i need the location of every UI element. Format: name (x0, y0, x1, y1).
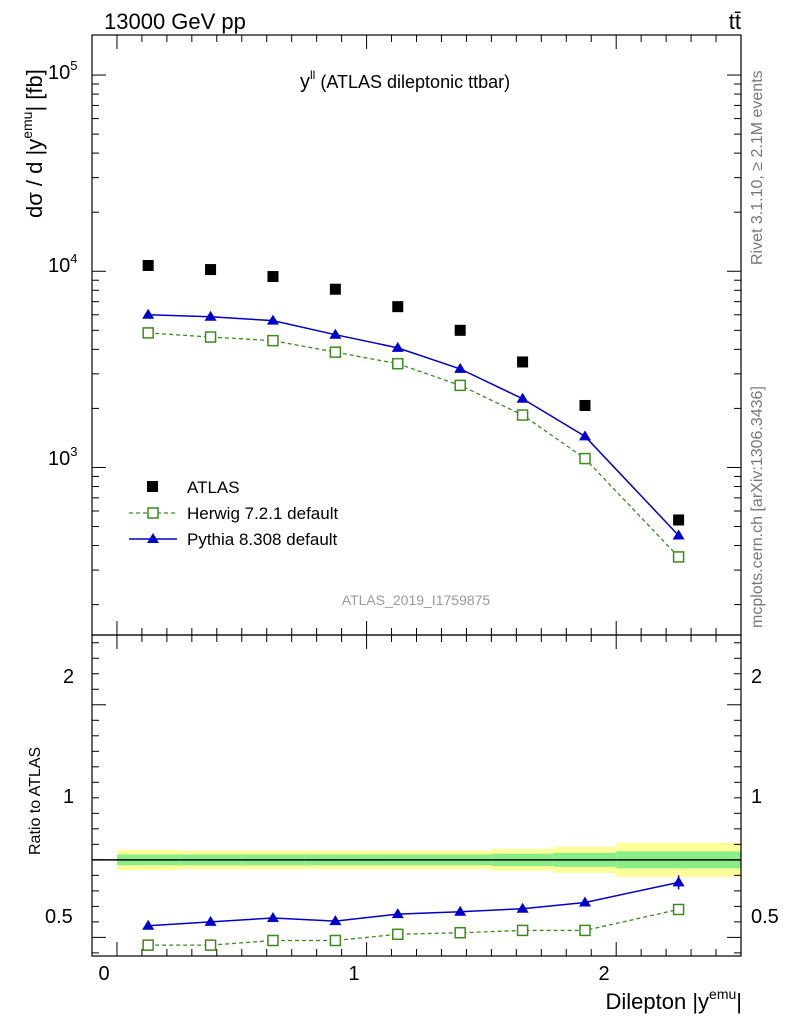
atlas-point (329, 283, 341, 295)
axis-ticks (92, 35, 742, 956)
herwig-ratio-point (454, 926, 466, 939)
title-sup: ll (310, 68, 315, 82)
x-axis-label: Dilepton |yemu| (606, 986, 743, 1014)
ylabel-sup: emu (19, 112, 35, 139)
herwig-ratio-point (516, 924, 529, 937)
atlas-point (142, 259, 154, 271)
atlas-point (392, 301, 404, 313)
pythia-ratio-point (329, 915, 342, 926)
pythia-point (204, 310, 217, 321)
herwig-ratio-point (204, 939, 217, 951)
pythia-ratio-point (578, 896, 591, 907)
ratio-y-axis-label: Ratio to ATLAS (27, 747, 44, 855)
process-label: tt̄ (729, 9, 741, 34)
y-tick-label-1e5: 105 (48, 58, 77, 84)
pythia-point (391, 341, 404, 352)
legend-label-pythia: Pythia 8.308 default (187, 530, 338, 549)
pythia-point (454, 362, 467, 373)
legend-marker-pythia (147, 533, 159, 543)
ratio-tick-left-05: 0.5 (45, 906, 73, 928)
herwig-point (267, 334, 279, 347)
atlas-point (673, 514, 685, 526)
herwig-point (579, 452, 591, 465)
analysis-id-label: ATLAS_2019_I1759875 (342, 592, 491, 608)
pythia-point (329, 328, 342, 339)
herwig-point (672, 551, 685, 563)
atlas-point (579, 399, 591, 411)
x-tick-label-0: 0 (98, 963, 109, 985)
herwig-ratio-point (392, 928, 404, 941)
ratio-tick-left-2: 2 (63, 666, 74, 688)
ratio-y-tick-labels-right: 2 1 0.5 (751, 666, 779, 928)
atlas-point (267, 271, 279, 283)
legend-marker-atlas (147, 481, 158, 492)
x-tick-label-2: 2 (598, 963, 609, 985)
pythia-ratio-point (672, 876, 685, 887)
title-main: y (300, 71, 310, 93)
legend-label-herwig: Herwig 7.2.1 default (187, 504, 338, 523)
ratio-tick-right-1: 1 (751, 786, 762, 808)
title-rest: (ATLAS dileptonic ttbar) (315, 72, 510, 92)
pythia-ratio-point (454, 905, 467, 916)
plot-title: yll (ATLAS dileptonic ttbar) (300, 68, 510, 93)
atlas-point (205, 264, 217, 276)
mcplots-reference-label: mcplots.cern.ch [arXiv:1306.3436] (749, 386, 766, 628)
herwig-ratio-point (142, 939, 154, 951)
pythia-point (672, 529, 685, 540)
herwig-ratio-point (579, 924, 591, 937)
pythia-ratio-point (516, 902, 529, 913)
ratio-y-tick-labels-left: 2 1 0.5 (45, 666, 74, 928)
legend-label-atlas: ATLAS (187, 478, 240, 497)
ratio-panel-frame (91, 634, 742, 957)
series-line-2 (148, 314, 680, 537)
atlas-point (454, 324, 466, 336)
xlabel-main: Dilepton |y (606, 989, 710, 1014)
atlas-point (517, 356, 529, 368)
ratio-tick-right-2: 2 (751, 666, 762, 688)
pythia-ratio-point (266, 912, 279, 923)
pythia-ratio-point (204, 915, 217, 926)
pythia-point (578, 430, 591, 441)
herwig-ratio-point (329, 934, 342, 947)
y-tick-label-1e4: 104 (48, 251, 77, 277)
x-tick-labels: 0 1 2 (98, 963, 609, 985)
pythia-point (516, 392, 529, 403)
legend-marker-herwig (147, 507, 159, 519)
y-tick-label-1e3: 103 (48, 444, 77, 470)
herwig-point (142, 327, 154, 339)
rivet-version-label: Rivet 3.1.10, ≥ 2.1M events (749, 70, 766, 265)
herwig-point (329, 346, 342, 358)
herwig-point (204, 331, 217, 343)
herwig-ratio-point (672, 903, 685, 916)
ratio-line-1 (148, 908, 679, 946)
main-y-axis-label: dσ / d |yemu| [fb] (19, 69, 47, 218)
herwig-point (392, 357, 404, 370)
pythia-point (266, 314, 279, 325)
herwig-point (454, 379, 466, 392)
herwig-point (516, 409, 529, 421)
main-series (142, 259, 685, 563)
ratio-tick-left-1: 1 (63, 786, 74, 808)
series-line-1 (148, 332, 680, 558)
ylabel-end: | [fb] (22, 69, 47, 111)
xlabel-end: | (736, 989, 742, 1014)
legend: ATLAS Herwig 7.2.1 default Pythia 8.308 … (129, 478, 338, 549)
pythia-ratio-point (391, 908, 404, 919)
xlabel-sup: emu (709, 986, 736, 1002)
herwig-ratio-point (267, 934, 279, 947)
pythia-point (142, 308, 155, 319)
energy-label: 13000 GeV pp (104, 9, 246, 34)
pythia-ratio-point (142, 919, 155, 930)
ylabel-main: dσ / d |y (22, 139, 47, 218)
x-tick-label-1: 1 (348, 963, 359, 985)
ratio-line-2 (148, 881, 679, 927)
uncertainty-bands (92, 842, 741, 877)
ratio-series (142, 875, 685, 951)
main-y-tick-labels: 105 104 103 (48, 58, 77, 470)
ratio-tick-right-05: 0.5 (751, 906, 779, 928)
